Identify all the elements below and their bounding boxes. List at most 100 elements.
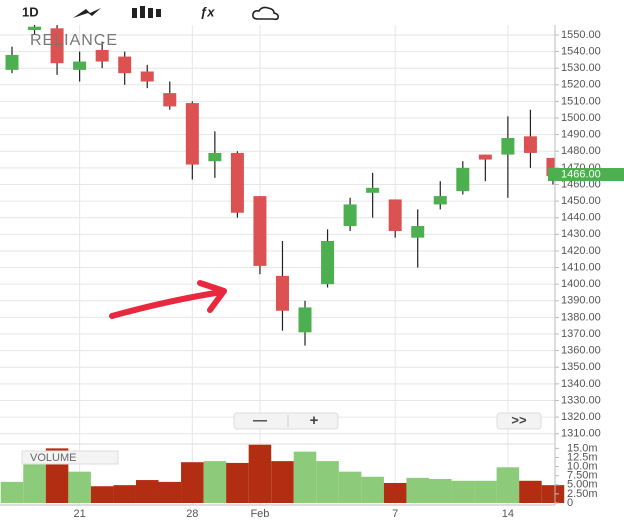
annotation-arrow	[109, 280, 227, 319]
y-tick-label: 1420.00	[561, 245, 601, 257]
y-tick-label: 1410.00	[561, 261, 601, 273]
y-tick-label: 1520.00	[561, 79, 601, 91]
y-tick-label: 5.00m	[567, 479, 598, 491]
x-tick-label: Feb	[250, 508, 269, 520]
candle-body	[253, 196, 267, 266]
candle-body	[73, 61, 87, 70]
zoom-controls	[233, 412, 339, 430]
volume-bar	[113, 485, 136, 503]
candle-body	[298, 307, 312, 333]
y-tick-label: 1490.00	[561, 129, 601, 141]
y-tick-label: 1450.00	[561, 195, 601, 207]
y-tick-label: 1500.00	[561, 112, 601, 124]
drawing-tool-icon[interactable]	[73, 8, 101, 18]
y-tick-label: 1360.00	[561, 345, 601, 357]
last-price-label: 1466.00	[561, 168, 601, 180]
y-tick-label: 1480.00	[561, 145, 601, 157]
y-tick-label: 1530.00	[561, 62, 601, 74]
volume-bar	[248, 444, 272, 503]
y-tick-label: 15.0m	[567, 442, 598, 454]
volume-bar	[181, 462, 204, 503]
y-tick-label: 1330.00	[561, 394, 601, 406]
y-tick-label: 0	[567, 497, 573, 509]
y-tick-label: 12.5m	[567, 451, 598, 463]
cloud-icon[interactable]	[252, 6, 279, 21]
volume-bar	[23, 453, 46, 503]
y-tick-label: 1430.00	[561, 228, 601, 240]
y-tick-label: 1320.00	[561, 411, 601, 423]
x-tick-label: 28	[186, 508, 198, 520]
y-tick-label: 1550.00	[561, 29, 601, 41]
candle-body	[50, 28, 64, 64]
volume-bar	[541, 485, 565, 503]
scroll-control	[496, 412, 542, 430]
candle-body	[456, 167, 470, 192]
y-tick-label: 1350.00	[561, 361, 601, 373]
candle-body	[523, 136, 537, 153]
candle-body	[411, 226, 425, 238]
scroll-end-button[interactable]: >>	[511, 412, 527, 427]
volume-bar	[0, 481, 24, 503]
volume-bar	[338, 471, 362, 503]
volume-bar	[90, 486, 114, 503]
volume-bar	[316, 461, 339, 503]
candle-body	[275, 275, 289, 311]
y-tick-label: 1440.00	[561, 212, 601, 224]
candle-body	[388, 199, 402, 232]
volume-bar	[406, 477, 429, 503]
y-tick-label: 10.0m	[567, 460, 598, 472]
volume-bar	[451, 480, 475, 503]
candle-body	[501, 137, 515, 155]
volume-layer	[0, 444, 565, 503]
volume-bar	[203, 461, 227, 503]
volume-bar	[428, 478, 452, 503]
price-layer	[5, 25, 555, 346]
volume-bar	[474, 480, 497, 503]
candle-body	[343, 204, 357, 227]
zoom-in-button[interactable]: +	[310, 412, 319, 429]
candle-body	[433, 196, 447, 205]
y-tick-label: 7.50m	[567, 470, 598, 482]
volume-bar	[519, 480, 542, 503]
candle-body	[118, 56, 132, 74]
volume-label-box	[21, 450, 119, 465]
y-tick-label: 1540.00	[561, 45, 601, 57]
volume-bar	[226, 462, 249, 503]
zoom-out-button[interactable]: —	[253, 412, 267, 428]
chart-title: RELIANCE	[30, 32, 118, 49]
candle-body	[478, 154, 492, 160]
volume-bar	[496, 467, 520, 503]
volume-bar	[383, 482, 407, 503]
y-tick-label: 1310.00	[561, 428, 601, 440]
y-tick-label: 2.50m	[567, 488, 598, 500]
candle-body	[366, 187, 380, 193]
candle-body	[230, 152, 244, 213]
axis-layer: 1310.00 1320.00 1330.00 1340.00 1350.00 1360.…	[73, 29, 624, 520]
y-tick-label: 1380.00	[561, 311, 601, 323]
volume-bar	[271, 461, 294, 503]
y-tick-label: 1370.00	[561, 328, 601, 340]
volume-bar	[68, 471, 91, 503]
volume-bar	[158, 481, 182, 503]
y-tick-label: 1510.00	[561, 95, 601, 107]
candle-body	[140, 71, 154, 82]
volume-bar	[293, 451, 317, 503]
candle-body	[208, 152, 222, 162]
candle-body	[28, 26, 42, 30]
candle-body	[546, 157, 555, 177]
candle-body	[5, 54, 19, 70]
interval[interactable]: 1D	[22, 4, 39, 19]
candle-body	[321, 240, 335, 285]
chart-type-icon[interactable]	[132, 6, 161, 18]
candle-body	[163, 93, 177, 107]
y-tick-label: 1460.00	[561, 178, 601, 190]
y-tick-label: 1390.00	[561, 295, 601, 307]
x-tick-label: 7	[392, 508, 398, 520]
x-tick-label: 21	[73, 508, 85, 520]
x-tick-label: 14	[502, 508, 514, 520]
volume-title: VOLUME	[30, 452, 76, 464]
indicator-icon[interactable]: ƒx	[200, 4, 215, 19]
svg-text:ƒx: ƒx	[200, 4, 215, 19]
